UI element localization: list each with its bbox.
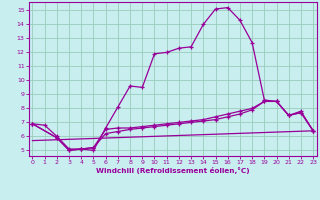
X-axis label: Windchill (Refroidissement éolien,°C): Windchill (Refroidissement éolien,°C) <box>96 167 250 174</box>
